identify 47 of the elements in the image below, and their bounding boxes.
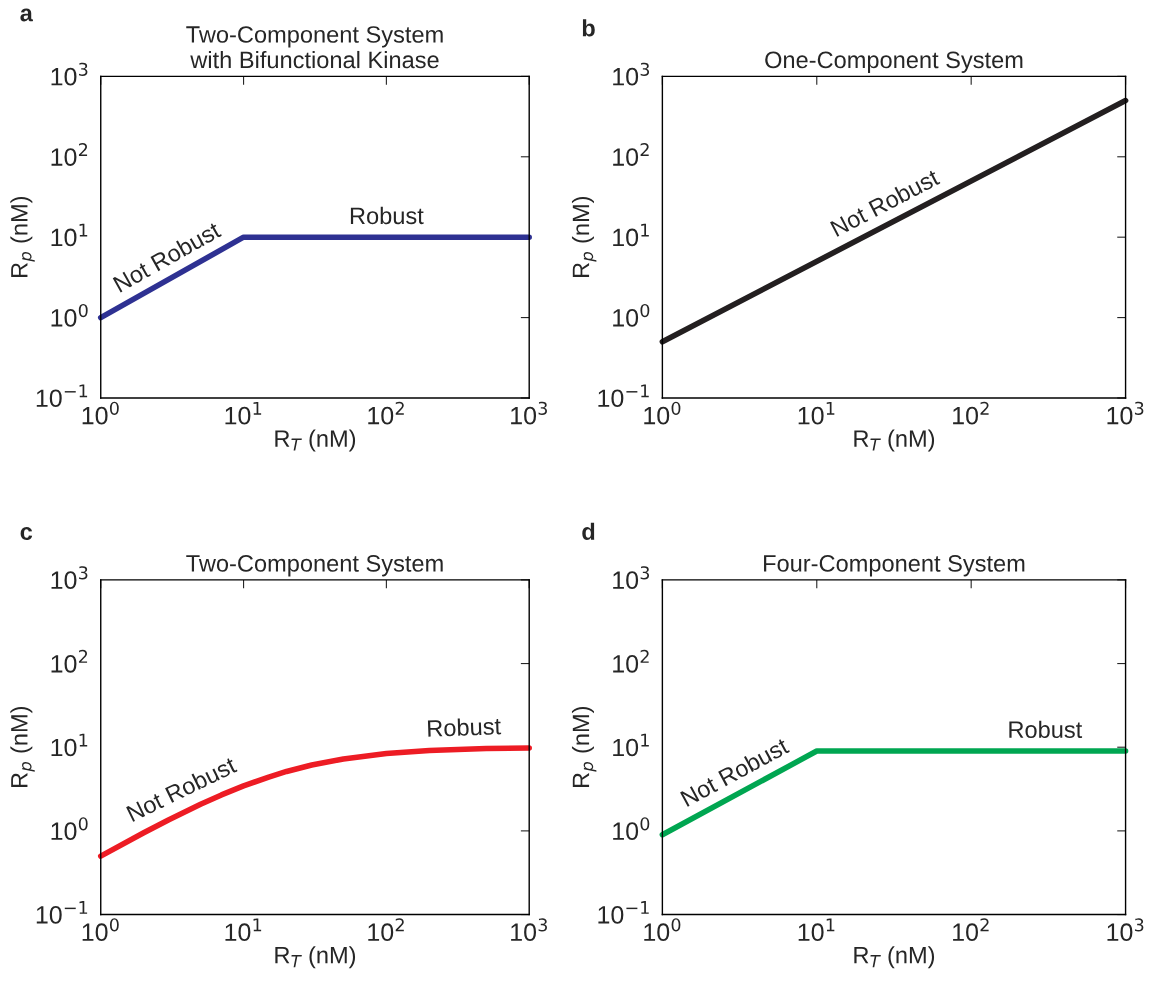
y-tick-label: 10$^{0}$ [613, 303, 650, 327]
y-axis-title: R$_{p}$ (nM) [571, 196, 597, 278]
chart-title: Two-Component System with Bifunctional Kinase [186, 26, 443, 69]
y-tick-label: 10$^{1}$ [51, 733, 88, 757]
y-tick-label: 10$^{2}$ [613, 143, 649, 166]
y-tick-label: 10$^{1}$ [613, 733, 649, 757]
x-tick-label: 10$^{1}$ [798, 401, 835, 425]
x-axis-title: R$_{T}$ (nM) [275, 946, 356, 969]
annotation: Robust [350, 206, 424, 225]
chart-title: Four-Component System [764, 555, 1025, 577]
x-tick-label: 10$^{3}$ [1107, 918, 1144, 942]
annotation: Robust [1009, 720, 1083, 739]
x-tick-label: 10$^{2}$ [368, 918, 404, 942]
y-tick-label: 10$^{2}$ [613, 649, 649, 673]
y-axis-title: R$_{p}$ (nM) [10, 196, 35, 278]
y-tick-label: 10$^{1}$ [613, 223, 649, 247]
x-tick-label: 10$^{2}$ [953, 401, 989, 425]
y-tick-label: 10$^{0}$ [613, 817, 650, 840]
text: c [20, 527, 33, 541]
chart-title: Two-Component System [186, 555, 443, 577]
y-tick-label: 10$^{3}$ [51, 566, 88, 589]
y-axis-title: R$_{p}$ (nM) [10, 706, 35, 788]
x-tick-label: 10$^{3}$ [511, 401, 547, 425]
y-tick-label: 10$^{3}$ [613, 62, 650, 86]
x-axis-title: R$_{T}$ (nM) [854, 946, 935, 969]
x-tick-label: 10$^{1}$ [225, 401, 262, 425]
y-tick-label: 10$^{2}$ [51, 649, 88, 673]
y-tick-label: 10$^{0}$ [51, 817, 88, 840]
annotation: Robust [427, 717, 502, 737]
y-axis-title: R$_{p}$ (nM) [571, 706, 597, 788]
y-tick-label: 10$^{0}$ [51, 303, 88, 327]
x-tick-label: 10$^{3}$ [1107, 401, 1144, 425]
x-tick-label: 10$^{1}$ [225, 918, 262, 942]
chart-title: One-Component System [765, 51, 1023, 73]
text: d [582, 522, 595, 541]
text: b [582, 19, 595, 37]
x-axis-title: R$_{T}$ (nM) [854, 429, 935, 452]
text: a [20, 8, 33, 22]
x-axis-title: R$_{T}$ (nM) [275, 429, 356, 452]
y-tick-label: 10$^{1}$ [51, 223, 88, 247]
x-tick-label: 10$^{1}$ [798, 918, 835, 942]
y-tick-label: 10$^{2}$ [51, 143, 88, 166]
y-tick-label: 10$^{3}$ [51, 62, 88, 86]
x-tick-label: 10$^{2}$ [368, 401, 404, 425]
y-tick-label: 10$^{3}$ [613, 566, 650, 589]
x-tick-label: 10$^{2}$ [953, 918, 989, 942]
x-tick-label: 10$^{3}$ [511, 918, 547, 942]
